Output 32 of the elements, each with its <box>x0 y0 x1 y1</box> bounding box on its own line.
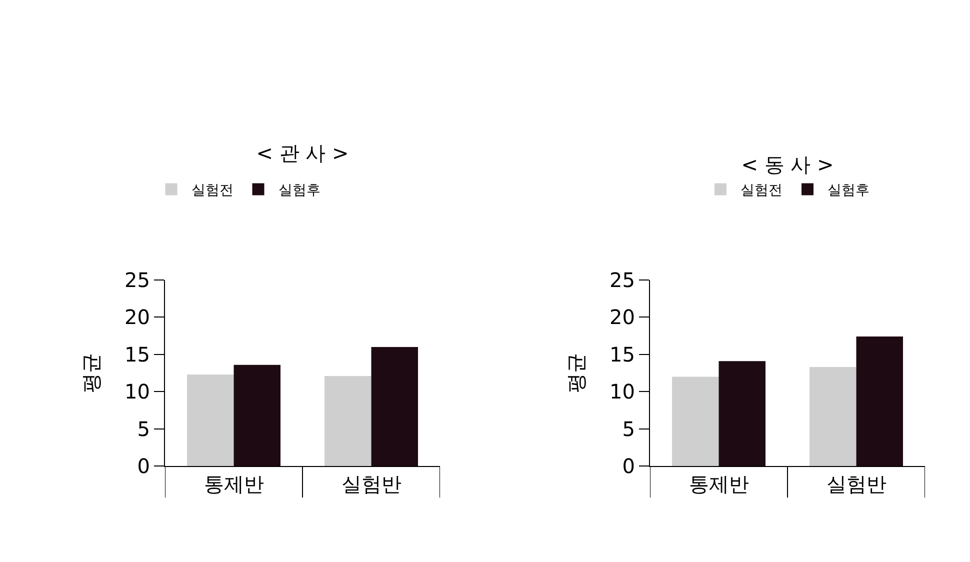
legend-label: 실험후 <box>828 182 870 199</box>
y-tick-label: 0 <box>622 454 635 478</box>
bar <box>371 346 418 466</box>
x-tick-label: 실험반 <box>826 472 886 496</box>
y-tick-label: 5 <box>622 416 635 441</box>
x-tick-label: 통제반 <box>204 472 264 496</box>
y-tick-label: 10 <box>124 380 150 404</box>
y-tick-label: 20 <box>610 305 635 330</box>
bar <box>718 361 766 466</box>
x-tick-label: 실험반 <box>341 472 402 496</box>
y-tick-label: 0 <box>137 454 150 478</box>
bar <box>234 364 280 466</box>
legend-label: 실험전 <box>740 182 782 199</box>
chart-title: < 관 사 > <box>256 141 349 166</box>
y-tick-label: 15 <box>610 342 635 366</box>
y-tick-label: 25 <box>124 268 150 292</box>
bar <box>810 367 856 466</box>
y-axis-title: 평균 <box>564 353 588 393</box>
y-tick-label: 10 <box>610 380 635 404</box>
bar <box>856 336 903 466</box>
legend-label: 실험전 <box>191 182 234 199</box>
bar <box>672 376 719 466</box>
y-tick-label: 20 <box>124 305 150 330</box>
x-tick-label: 통제반 <box>688 472 749 496</box>
y-tick-label: 5 <box>137 416 150 441</box>
y-tick-label: 25 <box>610 268 635 292</box>
y-axis-title: 평균 <box>79 353 104 393</box>
y-tick-label: 15 <box>124 342 150 366</box>
chart-title: < 동 사 > <box>741 152 834 176</box>
bar <box>324 376 372 466</box>
legend-label: 실험후 <box>278 182 320 199</box>
bar <box>187 374 234 466</box>
